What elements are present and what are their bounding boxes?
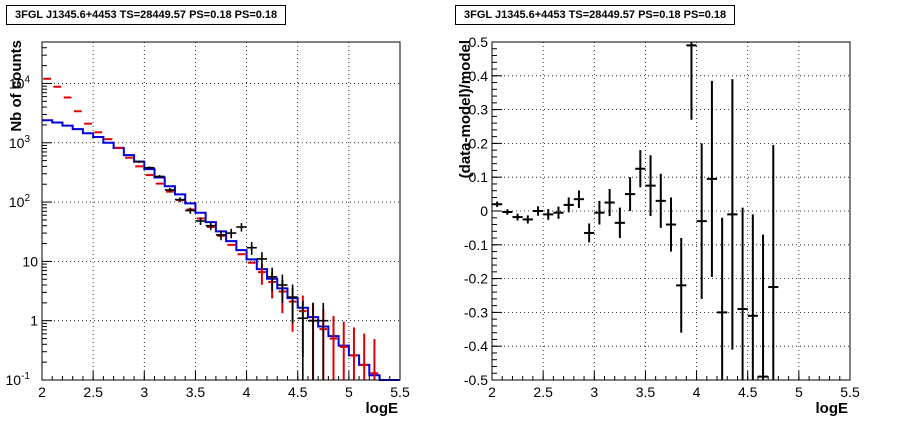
right-x-tick-label: 5	[795, 384, 803, 400]
right-y-tick-label: 0.4	[469, 68, 489, 84]
right-x-tick-label: 4	[693, 384, 701, 400]
right-y-tick-label: -0.5	[464, 372, 488, 388]
left-y-axis-label: Nb of counts	[8, 40, 25, 132]
right-y-tick-label: 0.3	[469, 102, 489, 118]
right-y-tick-label: -0.4	[464, 338, 488, 354]
right-x-tick-label: 4.5	[738, 384, 758, 400]
right-y-tick-label: 0.5	[469, 34, 489, 50]
left-x-tick-label: 4.5	[288, 384, 308, 400]
left-y-tick-base: 10	[9, 135, 25, 151]
left-x-tick-label: 4	[243, 384, 251, 400]
right-x-tick-label: 3.5	[636, 384, 656, 400]
left-model-step-line	[42, 119, 400, 381]
left-y-tick-label: 102	[9, 193, 31, 210]
left-y-tick-exponent: 2	[24, 193, 30, 204]
right-y-tick-label: -0.2	[464, 271, 488, 287]
left-x-tick-label: 3.5	[186, 384, 206, 400]
left-y-tick-label: 103	[9, 134, 31, 151]
right-x-tick-label: 2	[488, 384, 496, 400]
right-plot-title-text: 3FGL J1345.6+4453 TS=28449.57 PS=0.18 PS…	[464, 9, 727, 21]
right-y-tick-label: 0	[480, 203, 488, 219]
right-x-tick-label: 2.5	[533, 384, 553, 400]
left-y-tick-exponent: -1	[21, 371, 30, 382]
left-y-tick-label: 104	[9, 74, 31, 91]
left-y-tick-label: 1	[30, 313, 38, 329]
left-x-tick-label: 2.5	[83, 384, 103, 400]
left-plot-frame	[41, 41, 401, 381]
right-x-tick-label: 5.5	[840, 384, 860, 400]
left-x-tick-label: 5.5	[390, 384, 410, 400]
right-y-tick-label: -0.3	[464, 304, 488, 320]
right-y-tick-label: 0.2	[469, 135, 489, 151]
left-y-tick-exponent: 4	[24, 74, 30, 85]
left-y-tick-base: 10	[22, 253, 38, 269]
left-y-tick-base: 10	[6, 372, 22, 388]
left-x-tick-label: 5	[345, 384, 353, 400]
left-y-tick-base: 10	[9, 75, 25, 91]
left-x-tick-label: 2	[38, 384, 46, 400]
right-plot-title: 3FGL J1345.6+4453 TS=28449.57 PS=0.18 PS…	[455, 5, 736, 25]
left-y-tick-exponent: 3	[24, 134, 30, 145]
right-x-axis-label: logE	[816, 400, 849, 417]
right-y-tick-label: -0.1	[464, 237, 488, 253]
left-y-tick-base: 1	[30, 313, 38, 329]
left-plot-title-text: 3FGL J1345.6+4453 TS=28449.57 PS=0.18 PS…	[15, 9, 278, 21]
left-x-tick-label: 3	[140, 384, 148, 400]
left-x-axis-label: logE	[366, 400, 399, 417]
left-y-tick-label: 10-1	[6, 371, 31, 388]
left-plot-title: 3FGL J1345.6+4453 TS=28449.57 PS=0.18 PS…	[6, 5, 287, 25]
right-y-axis-label: (data-model)/model	[457, 40, 474, 178]
left-y-tick-base: 10	[9, 194, 25, 210]
left-y-tick-label: 10	[22, 253, 38, 269]
right-y-tick-label: 0.1	[469, 169, 489, 185]
right-residuals-plot: 2 2.5 3 3.5 4 4.5 5 5.5 -0.5 -0.4 -0.3 -0.2 -0.1 0 0.1…	[457, 34, 860, 417]
right-x-tick-label: 3	[590, 384, 598, 400]
